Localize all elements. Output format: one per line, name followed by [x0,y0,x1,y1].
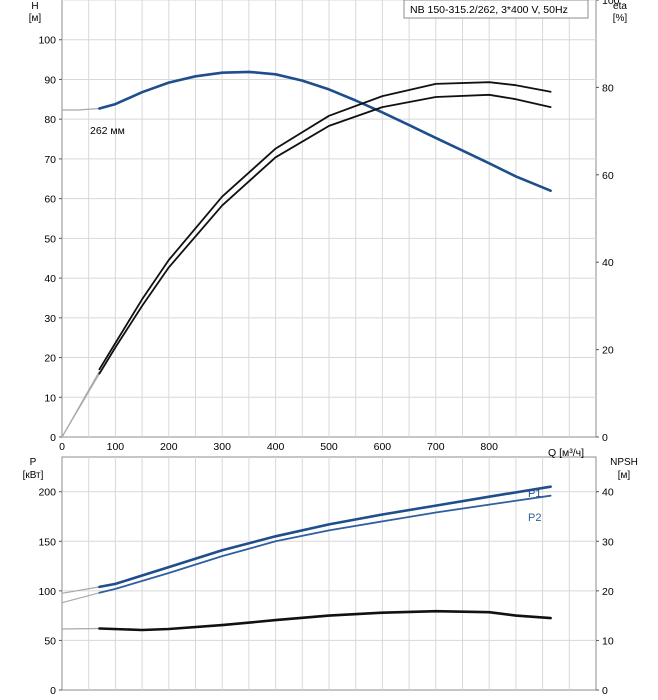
axis-label-h: H [31,1,38,12]
x-tick-label: 300 [213,441,231,453]
series-line [98,93,552,375]
x-tick-label: 200 [160,441,178,453]
x-tick-label: 100 [107,441,125,453]
y-left-tick-label: 150 [38,536,56,548]
chart-title-box [403,0,589,19]
x-tick-label: 0 [59,441,65,453]
y-left-tick-label: 20 [44,353,56,365]
x-tick-label: 700 [427,441,445,453]
x-tick-label: 600 [374,441,392,453]
y-right-tick-label: 0 [602,685,608,697]
chart-title: NB 150-315.2/262, 3*400 V, 50Hz [410,4,568,16]
x-tick-label: 400 [267,441,285,453]
upper-chart-panel: 0 100 200 300 400 500 600 700 800010203040506070… [38,0,620,453]
y-right-tick-label: 10 [602,635,614,647]
x-axis-label: Q [м³/ч] [548,447,584,459]
y-right-tick-label: 30 [602,536,614,548]
axis-label-p: P [30,457,37,468]
y-right-tick-label: 40 [602,487,614,499]
series-extrapolated-line [61,627,100,630]
y-left-tick-label: 70 [44,154,56,166]
axis-label-npsh: NPSH [610,457,638,468]
y-left-tick-label: 80 [44,114,56,126]
axis-label-eta: eta [613,1,627,12]
axis-unit-eta: [%] [613,13,628,24]
x-tick-label: 800 [480,441,498,453]
y-right-tick-label: 100 [602,0,620,7]
y-right-tick-label: 20 [602,586,614,598]
axis-unit-npsh: [м] [618,470,631,481]
series-extrapolated-line [61,373,100,438]
series-extrapolated-line [61,586,100,594]
x-tick-label: 500 [320,441,338,453]
series-extrapolated-line [61,592,100,604]
y-right-tick-label: 60 [602,170,614,182]
series-line [98,81,552,371]
y-left-tick-label: 90 [44,74,56,86]
y-right-tick-label: 0 [602,432,608,444]
y-right-tick-label: 80 [602,82,614,94]
axis-unit-h: [м] [29,13,42,24]
series-line [98,609,552,632]
y-left-tick-label: 100 [38,35,56,47]
lower-chart-panel: 0 50 100 150 200 0 10 20 30 40 [38,456,614,697]
y-left-tick-label: 30 [44,313,56,325]
y-left-tick-label: 50 [44,635,56,647]
y-left-tick-label: 0 [50,432,56,444]
series-label-p1: P1 [528,488,541,500]
y-left-tick-label: 40 [44,273,56,285]
y-right-tick-label: 20 [602,345,614,357]
axis-unit-p: [кВт] [23,470,44,481]
y-right-tick-label: 40 [602,257,614,269]
y-left-tick-label: 100 [38,586,56,598]
series-line [98,485,552,589]
series-label-p2: P2 [528,512,541,524]
y-left-tick-label: 10 [44,392,56,404]
y-left-tick-label: 0 [50,685,56,697]
series-line [98,494,552,594]
y-left-tick-label: 60 [44,194,56,206]
series-line [98,70,552,192]
y-left-tick-label: 50 [44,233,56,245]
diameter-annotation: 262 мм [90,125,125,137]
series-extrapolated-line [62,107,100,111]
y-left-tick-label: 200 [38,487,56,499]
